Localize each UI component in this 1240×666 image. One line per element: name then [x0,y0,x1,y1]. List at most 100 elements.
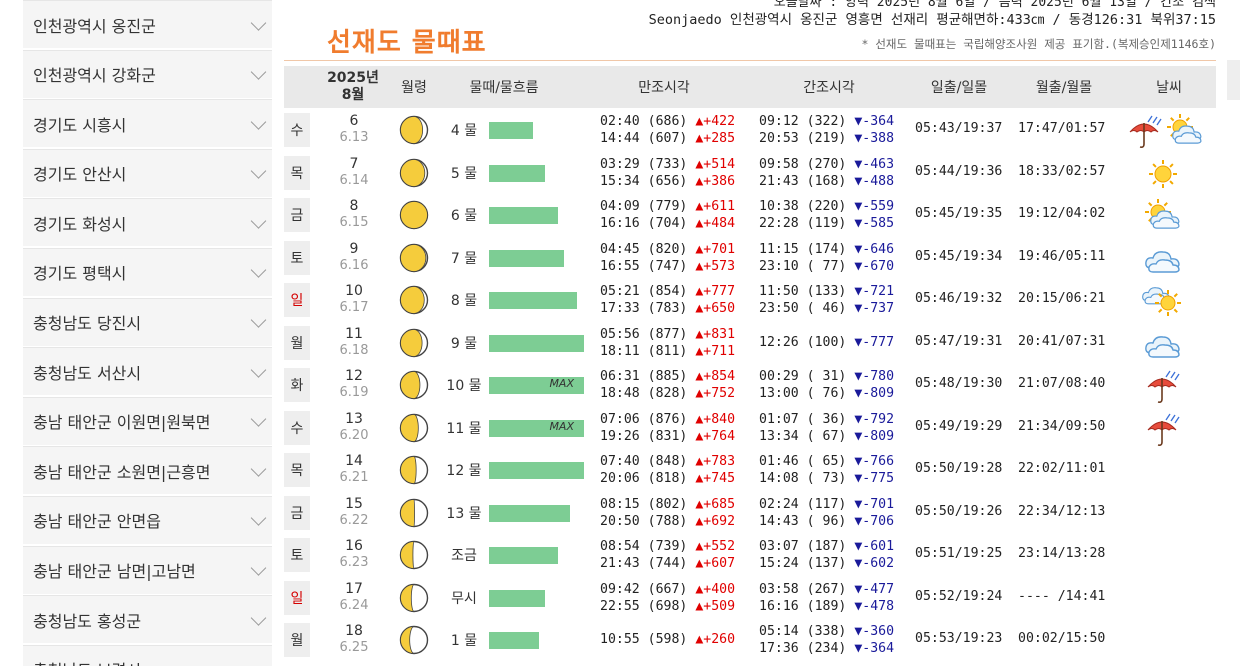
rise-triangle-icon: ▲ [695,326,704,342]
sidebar-item[interactable]: 충청남도 보령시 [23,644,272,666]
day-of-week: 일 [284,283,310,317]
chevron-down-icon [250,113,267,130]
chevron-down-icon [250,163,267,180]
rise-triangle-icon: ▲ [695,632,704,647]
lunar-date: 6.23 [339,555,369,570]
table-row: 토 9 6.16 7 물 04:45 (820) ▲+701 16:55 (747) ▲+… [284,237,1216,280]
tide-diff: +611 [703,199,736,214]
high-tide-entry: 07:40 (848) ▲+783 [600,453,735,470]
tide-height: ( 67) [806,428,847,444]
col-sunrise-sunset: 일출/일몰 [930,80,988,96]
sunrise-sunset: 05:50/19:28 [915,461,1003,476]
tide-time: 16:55 [600,258,640,274]
source-note: * 선재도 물때표는 국립해양조사원 제공 표기함.(복제승인제1146호) [861,37,1216,51]
high-tide-times: 05:56 (877) ▲+831 18:11 (811) ▲+711 [600,326,735,360]
lunar-date: 6.20 [339,427,369,443]
tide-time: 05:14 [759,624,799,639]
sidebar-item[interactable]: 충남 태안군 안면읍 [23,495,272,544]
low-tide-entry: 03:58 (267) ▼-477 [759,581,894,598]
table-row: 화 12 6.19 10 물 MAX 06:31 (885) ▲+854 18:48 (82… [284,364,1216,407]
low-tide-entry: 15:24 (137) ▼-602 [759,555,894,572]
low-tide-entry: 22:28 (119) ▼-585 [759,215,894,232]
sidebar-item[interactable]: 경기도 안산시 [23,148,272,197]
rise-triangle-icon: ▲ [695,241,704,257]
sunrise-sunset: 05:47/19:31 [915,333,1003,349]
day-of-week: 토 [284,538,310,572]
tide-max-label: MAX [549,419,574,433]
tide-time: 03:07 [759,539,799,554]
tide-flow-bar [489,292,577,309]
tide-time: 13:34 [759,428,799,444]
weather-cell [1124,496,1214,532]
fall-triangle-icon: ▼ [854,598,863,614]
chevron-down-icon [250,461,267,477]
tide-height: (219) [806,131,847,146]
sidebar-item[interactable]: 인천광역시 옹진군 [23,0,272,48]
col-moon-age: 월령 [401,80,427,96]
high-tide-times: 10:55 (598) ▲+260 [600,631,735,648]
moonrise-moonset: ---- /14:41 [1018,588,1106,604]
tide-time: 12:26 [759,334,799,350]
header-divider [284,60,1216,61]
high-tide-times: 08:15 (802) ▲+685 20:50 (788) ▲+692 [600,496,735,530]
tide-diff: +745 [703,471,736,486]
tide-diff: -792 [862,411,895,427]
lunar-date: 6.14 [339,172,369,188]
tide-time: 04:45 [600,241,640,257]
sidebar-item[interactable]: 충남 태안군 소원면|근흥면 [23,446,272,495]
chevron-down-icon [250,14,267,31]
sidebar-item-label: 경기도 시흥시 [33,115,127,135]
high-tide-times: 04:09 (779) ▲+611 16:16 (704) ▲+484 [600,198,735,232]
tide-time: 20:50 [600,513,640,529]
rise-triangle-icon: ▲ [695,471,704,486]
table-row: 금 15 6.22 13 물 08:15 (802) ▲+685 20:50 (788) … [284,492,1216,535]
sidebar-item[interactable]: 경기도 화성시 [23,198,272,247]
tide-name: 10 물 [446,378,482,394]
rise-triangle-icon: ▲ [695,156,704,172]
tide-time: 08:54 [600,539,640,554]
tide-height: (119) [806,216,847,231]
scrollbar[interactable] [1227,60,1240,100]
low-tide-entry: 10:38 (220) ▼-559 [759,198,894,215]
sidebar-item[interactable]: 충남 태안군 남면|고남면 [23,545,272,594]
tide-height: (686) [647,114,688,129]
sidebar-item[interactable]: 충청남도 홍성군 [23,595,272,644]
weather-cell [1124,198,1214,234]
sidebar-item[interactable]: 인천광역시 강화군 [23,49,272,98]
moon-phase-icon [399,540,429,570]
tide-time: 07:40 [600,454,640,469]
sidebar-item-label: 인천광역시 옹진군 [33,16,156,36]
tide-height: (187) [806,539,847,554]
moonrise-moonset: 17:47/01:57 [1018,121,1106,136]
tide-diff: +260 [703,632,736,647]
sidebar-item[interactable]: 경기도 시흥시 [23,99,272,148]
tide-height: (174) [806,241,847,257]
lunar-date: 6.24 [339,597,369,613]
tide-height: (117) [806,496,847,512]
low-tide-entry: 11:15 (174) ▼-646 [759,241,894,258]
tide-time: 15:24 [759,556,799,571]
low-tide-entry: 23:10 ( 77) ▼-670 [759,258,894,275]
rise-triangle-icon: ▲ [695,581,704,597]
sidebar-item-label: 충남 태안군 소원면|근흥면 [33,462,211,482]
weather-cell [1124,411,1214,447]
sidebar-item[interactable]: 충청남도 당진시 [23,297,272,346]
high-tide-entry: 18:48 (828) ▲+752 [600,385,735,402]
sunrise-sunset: 05:49/19:29 [915,418,1003,434]
high-tide-entry: 06:31 (885) ▲+854 [600,368,735,385]
tide-height: (698) [647,598,688,614]
tide-height: (598) [647,632,688,647]
tide-height: (656) [647,173,688,189]
rain-icon [1147,370,1180,403]
sidebar-item[interactable]: 경기도 평택시 [23,247,272,296]
day-of-week: 목 [284,155,310,190]
sidebar-item[interactable]: 충남 태안군 이원면|원북면 [23,396,272,445]
tide-flow-bar [489,207,558,224]
sidebar-item[interactable]: 충청남도 서산시 [23,347,272,396]
lunar-date: 6.22 [339,512,369,528]
tide-flow-bar: MAX [489,377,584,394]
tide-name: 4 물 [450,123,478,139]
table-row: 일 17 6.24 무시 09:42 (667) ▲+400 22:55 (698) ▲+… [284,577,1216,620]
lunar-date: 6.17 [339,300,369,315]
tide-diff: +685 [703,496,736,512]
